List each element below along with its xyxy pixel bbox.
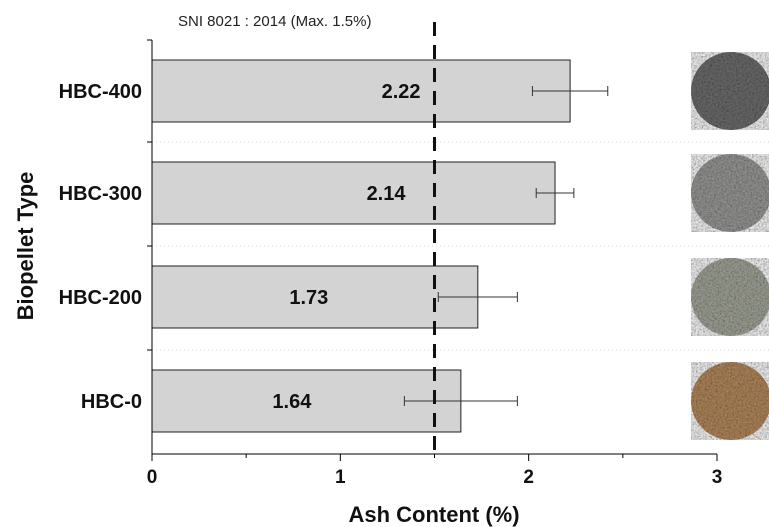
y-tick-label-hbc-0: HBC-0 (81, 391, 142, 413)
x-tick-label-0: 0 (147, 467, 158, 488)
pellet-thumbnails (691, 52, 769, 440)
x-tick-label-1: 1 (335, 467, 346, 488)
y-tick-label-hbc-300: HBC-300 (59, 183, 142, 205)
y-tick-label-hbc-400: HBC-400 (59, 81, 142, 103)
bars-group: 2.22 2.14 1.73 1.64 (151, 59, 609, 433)
pellet-image-hbc-0 (691, 362, 769, 440)
reference-line-label: SNI 8021 : 2014 (Max. 1.5%) (178, 13, 371, 30)
x-tick-label-3: 3 (712, 467, 723, 488)
x-axis-title: Ash Content (%) (348, 502, 519, 527)
bar-hbc-300 (151, 161, 556, 225)
x-tick-label-2: 2 (523, 467, 534, 488)
bar-hbc-400 (151, 59, 571, 123)
x-ticks: 0 1 2 3 (147, 454, 723, 488)
pellet-image-hbc-400 (691, 52, 769, 130)
pellet-image-hbc-200 (691, 258, 769, 336)
bar-hbc-200 (151, 265, 479, 329)
grid-separators (152, 141, 769, 351)
y-ticks: HBC-400 HBC-300 HBC-200 HBC-0 (59, 39, 152, 413)
value-label-hbc-0: 1.64 (272, 391, 312, 413)
value-label-hbc-200: 1.73 (289, 287, 328, 309)
y-axis-title: Biopellet Type (13, 172, 38, 321)
value-label-hbc-400: 2.22 (382, 81, 421, 103)
value-label-hbc-300: 2.14 (367, 183, 407, 205)
y-tick-label-hbc-200: HBC-200 (59, 287, 142, 309)
pellet-image-hbc-300 (691, 154, 769, 232)
